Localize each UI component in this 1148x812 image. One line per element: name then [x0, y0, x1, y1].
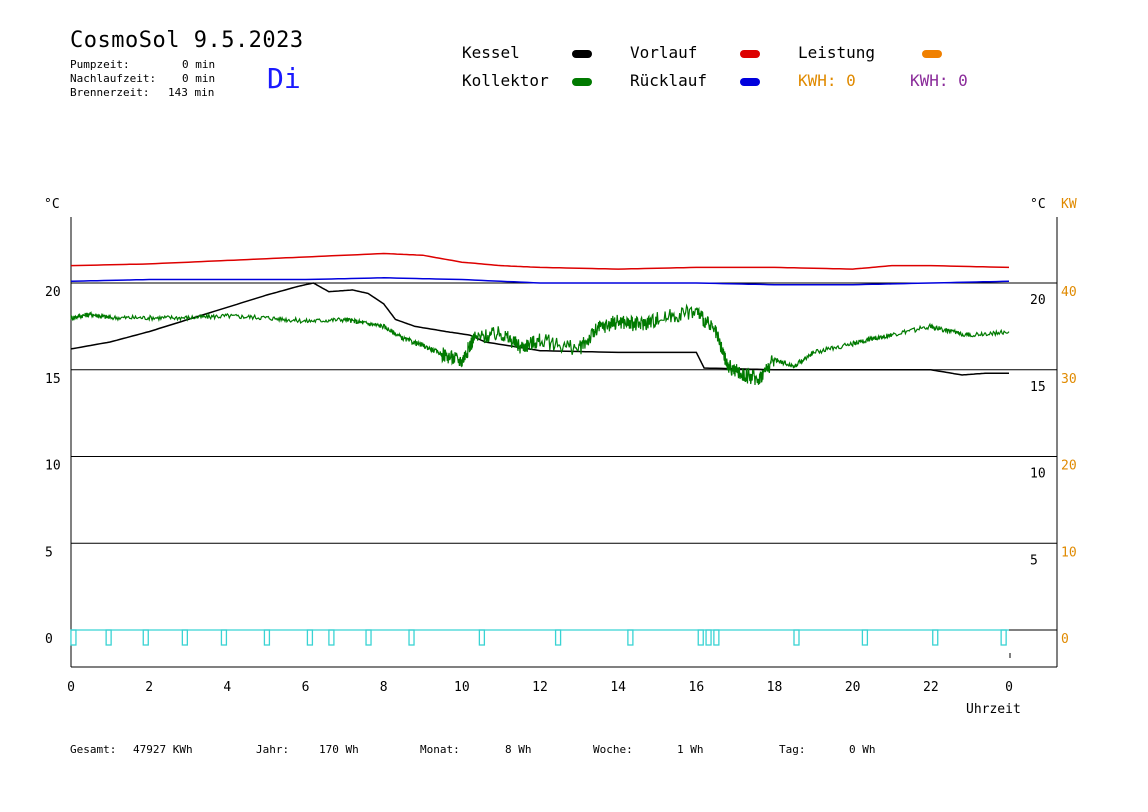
pump-pulse — [142, 629, 149, 646]
left-tick-label: 10 — [45, 459, 61, 474]
legend-kwh-purple: KWH: 0 — [910, 71, 968, 90]
kw-tick-label: 10 — [1061, 545, 1077, 560]
legend-kollektor-label: Kollektor — [462, 71, 549, 90]
x-tick-label: 0 — [1005, 680, 1013, 695]
footer-woche-label: Woche: — [593, 743, 633, 756]
right-tick-label: 15 — [1030, 380, 1046, 395]
footer-tag-value: 0 Wh — [849, 743, 876, 756]
pump-pulse — [697, 629, 704, 646]
pump-pulse — [627, 629, 634, 646]
legend-leistung-label: Leistung — [798, 43, 876, 62]
pump-pulse — [365, 629, 372, 646]
pump-pulse — [554, 629, 562, 646]
legend-leistung-swatch — [922, 50, 942, 58]
kw-tick-label: 40 — [1061, 285, 1077, 300]
x-axis-label: Uhrzeit — [966, 702, 1021, 717]
kw-axis-unit: KW — [1061, 197, 1077, 212]
pump-pulse — [263, 629, 271, 646]
right-tick-label: 5 — [1030, 553, 1038, 568]
kw-tick-label: 20 — [1061, 459, 1077, 474]
kw-tick-label: 30 — [1061, 372, 1077, 387]
stat-label-nachlaufzeit: Nachlaufzeit: — [70, 72, 157, 85]
series-line-kollektor — [70, 303, 1010, 386]
pump-pulse — [105, 629, 112, 646]
footer-woche-value: 1 Wh — [677, 743, 704, 756]
pump-pulse — [932, 629, 939, 646]
series-line-ruecklauf — [70, 277, 1010, 286]
pump-pulse — [328, 629, 335, 646]
x-tick-label: 22 — [923, 680, 939, 695]
pump-pulse — [220, 629, 228, 646]
pump-pulse — [70, 629, 77, 646]
left-tick-label: 5 — [45, 545, 53, 560]
x-tick-label: 4 — [223, 680, 231, 695]
stat-value-nachlaufzeit: 0 min — [182, 72, 216, 85]
pump-pulse — [793, 629, 800, 646]
legend-kessel-swatch — [572, 50, 592, 58]
footer-gesamt-value: 47927 KWh — [133, 743, 193, 756]
right-axis-unit: °C — [1030, 197, 1046, 212]
footer-jahr-label: Jahr: — [256, 743, 290, 756]
pump-pulse — [408, 629, 415, 646]
pump-pulse — [1000, 629, 1007, 646]
footer-monat-label: Monat: — [420, 743, 460, 756]
left-axis-unit: °C — [44, 197, 60, 212]
series-line-vorlauf — [70, 252, 1010, 270]
x-tick-label: 20 — [845, 680, 861, 695]
pump-pulse — [705, 629, 712, 646]
x-tick-label: 2 — [145, 680, 153, 695]
right-tick-label: 20 — [1030, 293, 1046, 308]
stat-value-pumpzeit: 0 min — [182, 58, 216, 71]
weekday-label: Di — [267, 62, 301, 95]
x-tick-label: 8 — [380, 680, 388, 695]
stat-label-brennerzeit: Brennerzeit: — [70, 86, 150, 99]
footer-gesamt-label: Gesamt: — [70, 743, 117, 756]
footer-jahr-value: 170 Wh — [319, 743, 359, 756]
pump-pulse — [306, 629, 314, 646]
stat-label-pumpzeit: Pumpzeit: — [70, 58, 130, 71]
pump-pulse — [181, 629, 188, 646]
chart-title: CosmoSol 9.5.2023 — [70, 28, 304, 53]
pump-pulse — [861, 629, 869, 646]
x-tick-label: 16 — [689, 680, 705, 695]
kw-tick-label: 0 — [1061, 632, 1069, 647]
footer-monat-value: 8 Wh — [505, 743, 532, 756]
x-tick-label: 0 — [67, 680, 75, 695]
legend-kollektor-swatch — [572, 78, 592, 86]
series-line-kessel — [70, 282, 1009, 376]
right-tick-label: 10 — [1030, 467, 1046, 482]
legend-vorlauf-swatch — [740, 50, 760, 58]
x-tick-label: 12 — [532, 680, 548, 695]
legend-kessel-label: Kessel — [462, 43, 520, 62]
x-tick-label: 6 — [302, 680, 310, 695]
legend-kwh-orange: KWH: 0 — [798, 71, 856, 90]
x-tick-label: 18 — [767, 680, 783, 695]
x-tick-label: 10 — [454, 680, 470, 695]
pump-pulse — [713, 629, 720, 646]
left-tick-label: 20 — [45, 285, 61, 300]
left-tick-label: 15 — [45, 372, 61, 387]
legend-vorlauf-label: Vorlauf — [630, 43, 698, 62]
legend-ruecklauf-swatch — [740, 78, 760, 86]
footer-tag-label: Tag: — [779, 743, 806, 756]
pump-pulse — [478, 629, 486, 646]
legend-ruecklauf-label: Rücklauf — [630, 71, 708, 90]
x-tick-label: 14 — [610, 680, 626, 695]
left-tick-label: 0 — [45, 632, 53, 647]
stat-value-brennerzeit: 143 min — [168, 86, 215, 99]
